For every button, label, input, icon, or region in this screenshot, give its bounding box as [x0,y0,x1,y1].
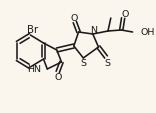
Text: OH: OH [140,27,155,36]
Text: S: S [104,58,110,67]
Text: HN: HN [28,65,42,74]
Text: N: N [90,25,97,34]
Text: O: O [54,73,61,82]
Text: Br: Br [27,25,38,35]
Text: O: O [121,9,129,18]
Text: S: S [80,59,86,68]
Text: O: O [70,13,78,22]
